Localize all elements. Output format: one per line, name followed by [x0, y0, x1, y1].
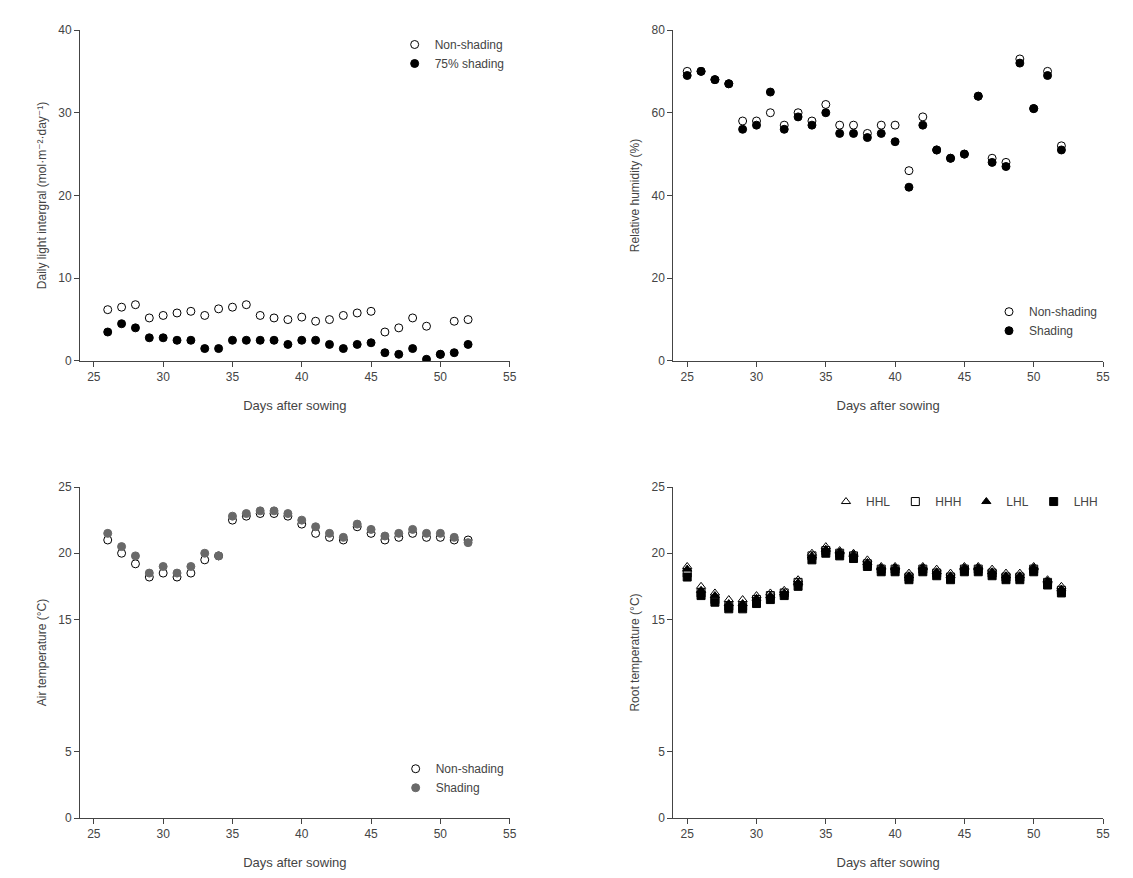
svg-text:15: 15: [652, 613, 666, 627]
svg-text:40: 40: [295, 370, 309, 384]
svg-text:50: 50: [434, 370, 448, 384]
svg-text:35: 35: [226, 370, 240, 384]
svg-text:Days after sowing: Days after sowing: [837, 855, 940, 870]
svg-text:50: 50: [1027, 370, 1041, 384]
svg-text:25: 25: [652, 480, 666, 494]
svg-text:LHL: LHL: [1006, 495, 1028, 509]
svg-text:30: 30: [58, 106, 72, 120]
svg-text:30: 30: [156, 370, 170, 384]
svg-text:Shading: Shading: [436, 781, 480, 795]
svg-text:20: 20: [652, 546, 666, 560]
svg-text:40: 40: [652, 189, 666, 203]
svg-text:55: 55: [1096, 827, 1110, 841]
svg-text:Shading: Shading: [1029, 324, 1073, 338]
svg-text:Relative humidity (%): Relative humidity (%): [628, 139, 642, 252]
svg-text:45: 45: [958, 827, 972, 841]
svg-text:20: 20: [58, 546, 72, 560]
svg-text:5: 5: [658, 745, 665, 759]
svg-text:25: 25: [58, 480, 72, 494]
svg-text:75% shading: 75% shading: [435, 57, 504, 71]
svg-text:45: 45: [364, 827, 378, 841]
svg-text:40: 40: [888, 827, 902, 841]
svg-text:30: 30: [750, 827, 764, 841]
svg-text:LHH: LHH: [1074, 495, 1098, 509]
svg-text:55: 55: [503, 370, 517, 384]
svg-text:15: 15: [58, 613, 72, 627]
svg-text:40: 40: [58, 23, 72, 37]
svg-text:0: 0: [658, 354, 665, 368]
svg-text:50: 50: [1027, 827, 1041, 841]
svg-text:Days after sowing: Days after sowing: [837, 398, 940, 413]
svg-text:25: 25: [87, 827, 101, 841]
svg-text:35: 35: [226, 827, 240, 841]
svg-text:Daily light intergral (mol·m⁻²: Daily light intergral (mol·m⁻²·day⁻¹): [35, 102, 49, 289]
svg-text:45: 45: [364, 370, 378, 384]
svg-text:55: 55: [503, 827, 517, 841]
svg-text:25: 25: [87, 370, 101, 384]
svg-text:Non-shading: Non-shading: [1029, 305, 1097, 319]
svg-text:5: 5: [65, 745, 72, 759]
svg-text:25: 25: [681, 827, 695, 841]
svg-text:40: 40: [295, 827, 309, 841]
svg-text:0: 0: [658, 811, 665, 825]
svg-text:HHL: HHL: [866, 495, 890, 509]
svg-text:30: 30: [750, 370, 764, 384]
svg-text:80: 80: [652, 23, 666, 37]
svg-text:Non-shading: Non-shading: [435, 38, 503, 52]
svg-text:0: 0: [65, 354, 72, 368]
svg-text:25: 25: [681, 370, 695, 384]
svg-text:45: 45: [958, 370, 972, 384]
svg-text:Days after sowing: Days after sowing: [243, 855, 346, 870]
svg-text:35: 35: [819, 370, 833, 384]
svg-text:Days after sowing: Days after sowing: [243, 398, 346, 413]
svg-text:Non-shading: Non-shading: [436, 762, 504, 776]
svg-text:10: 10: [58, 271, 72, 285]
svg-text:40: 40: [888, 370, 902, 384]
svg-text:0: 0: [65, 811, 72, 825]
svg-text:55: 55: [1096, 370, 1110, 384]
svg-text:Air temperature (°C): Air temperature (°C): [35, 599, 49, 707]
svg-text:60: 60: [652, 106, 666, 120]
svg-text:50: 50: [434, 827, 448, 841]
svg-text:20: 20: [652, 271, 666, 285]
svg-text:Root temperature (°C): Root temperature (°C): [628, 593, 642, 711]
svg-text:30: 30: [156, 827, 170, 841]
svg-text:20: 20: [58, 189, 72, 203]
svg-text:35: 35: [819, 827, 833, 841]
svg-text:HHH: HHH: [935, 495, 961, 509]
